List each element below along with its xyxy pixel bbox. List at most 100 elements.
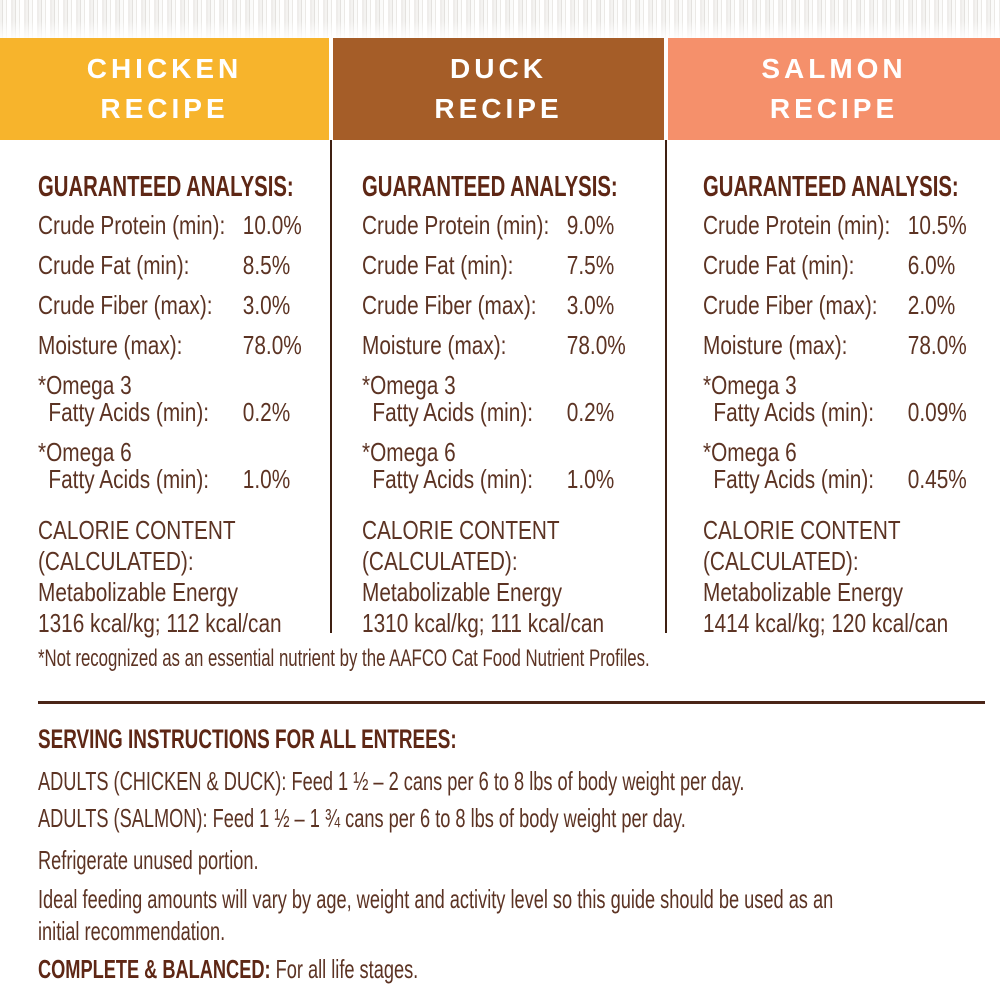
analysis-label: *Omega 3 Fatty Acids (min): [703,372,908,426]
analysis-row-omega3: *Omega 3 Fatty Acids (min): 0.09% [703,372,1000,426]
analysis-label: Crude Fiber (max): [703,290,878,320]
column-divider [330,140,332,633]
analysis-label: Crude Fat (min): [362,250,514,280]
analysis-label: *Omega 6 Fatty Acids (min): [703,439,908,493]
serving-line-salmon: ADULTS (SALMON): Feed 1 ½ – 1 ¾ cans per… [38,803,686,833]
recipe-title-line2: RECIPE [100,93,229,124]
analysis-row: Crude Fat (min): 6.0% [703,252,1000,279]
analysis-row: Moisture (max): 78.0% [362,332,662,359]
analysis-label-line1: *Omega 6 [362,437,456,467]
analysis-label: *Omega 6 Fatty Acids (min): [38,439,243,493]
recipe-headers: CHICKEN RECIPE DUCK RECIPE SALMON RECIPE [0,38,1000,140]
analysis-row-omega3: *Omega 3 Fatty Acids (min): 0.2% [362,372,662,426]
analysis-row: Crude Protein (min): 9.0% [362,212,662,239]
guaranteed-analysis-heading: GUARANTEED ANALYSIS: [362,171,618,203]
calorie-line: (CALCULATED): [38,546,194,576]
calorie-line: 1310 kcal/kg; 111 kcal/can [362,608,605,638]
analysis-value: 3.0% [242,290,291,320]
analysis-value: 10.0% [242,210,302,240]
header-gap [329,38,333,140]
calorie-line: Metabolizable Energy [38,577,239,607]
analysis-value: 8.5% [242,250,291,280]
analysis-row: Moisture (max): 78.0% [703,332,1000,359]
calorie-content: CALORIE CONTENT (CALCULATED): Metaboliza… [38,515,338,639]
analysis-row: Crude Fiber (max): 3.0% [38,292,338,319]
analysis-label-line1: *Omega 6 [703,437,797,467]
analysis-row-omega6: *Omega 6 Fatty Acids (min): 1.0% [38,439,338,493]
analysis-value: 6.0% [907,250,956,280]
calorie-line: CALORIE CONTENT [38,515,236,545]
complete-balanced-line: COMPLETE & BALANCED: For all life stages… [38,953,989,985]
aafco-footnote: *Not recognized as an essential nutrient… [38,645,650,672]
guaranteed-analysis-heading: GUARANTEED ANALYSIS: [38,171,294,203]
analysis-label: Crude Fiber (max): [38,290,213,320]
calorie-line: 1316 kcal/kg; 112 kcal/can [38,608,282,638]
analysis-value: 9.0% [566,210,615,240]
analysis-label: *Omega 6 Fatty Acids (min): [362,439,567,493]
column-header-salmon: SALMON RECIPE [668,38,1000,140]
analysis-row: Crude Fiber (max): 3.0% [362,292,662,319]
analysis-row: Crude Fat (min): 7.5% [362,252,662,279]
complete-balanced-text: For all life stages. [270,954,419,984]
analysis-label-line1: *Omega 3 [362,370,456,400]
analysis-rows: Crude Protein (min): 9.0% Crude Fat (min… [362,212,662,639]
calorie-line: CALORIE CONTENT [703,515,901,545]
analysis-rows: Crude Protein (min): 10.0% Crude Fat (mi… [38,212,338,639]
recipe-title-line1: CHICKEN [86,53,243,84]
analysis-label-line2: Fatty Acids (min): [372,464,534,494]
ideal-feeding-note: Ideal feeding amounts will vary by age, … [38,884,834,946]
serving-instructions-heading: SERVING INSTRUCTIONS FOR ALL ENTREES: [38,724,457,754]
column-header-chicken: CHICKEN RECIPE [0,38,329,140]
analysis-value: 1.0% [242,464,291,494]
calorie-line: (CALCULATED): [703,546,859,576]
calorie-line: 1414 kcal/kg; 120 kcal/can [703,608,949,638]
analysis-label: Moisture (max): [38,330,183,360]
analysis-label-line2: Fatty Acids (min): [713,464,875,494]
analysis-value: 0.2% [242,397,291,427]
serving-instructions-section: SERVING INSTRUCTIONS FOR ALL ENTREES: AD… [38,724,988,985]
calorie-line: CALORIE CONTENT [362,515,560,545]
analysis-label-line2: Fatty Acids (min): [48,464,210,494]
analysis-value: 2.0% [907,290,956,320]
analysis-value: 78.0% [566,330,626,360]
analysis-label: *Omega 3 Fatty Acids (min): [38,372,243,426]
recipe-title-line2: RECIPE [769,93,899,124]
analysis-value: 7.5% [566,250,615,280]
column-divider [665,140,667,633]
analysis-label-line2: Fatty Acids (min): [713,397,875,427]
guaranteed-analysis-heading: GUARANTEED ANALYSIS: [703,171,959,203]
analysis-column-duck: GUARANTEED ANALYSIS: Crude Protein (min)… [362,172,662,639]
calorie-line: Metabolizable Energy [362,577,563,607]
header-gap [664,38,668,140]
analysis-row: Crude Protein (min): 10.0% [38,212,338,239]
analysis-value: 78.0% [907,330,967,360]
recipe-title-line2: RECIPE [434,93,563,124]
analysis-column-salmon: GUARANTEED ANALYSIS: Crude Protein (min)… [703,172,1000,639]
analysis-label-line1: *Omega 3 [703,370,797,400]
calorie-content: CALORIE CONTENT (CALCULATED): Metaboliza… [362,515,662,639]
analysis-column-chicken: GUARANTEED ANALYSIS: Crude Protein (min)… [38,172,338,639]
analysis-label: Crude Protein (min): [703,210,891,240]
calorie-content: CALORIE CONTENT (CALCULATED): Metaboliza… [703,515,1000,639]
analysis-value: 78.0% [242,330,302,360]
analysis-value: 1.0% [566,464,615,494]
analysis-label: Crude Fiber (max): [362,290,537,320]
analysis-label: Moisture (max): [362,330,507,360]
calorie-line: (CALCULATED): [362,546,518,576]
analysis-label: Crude Protein (min): [38,210,226,240]
analysis-label-line1: *Omega 3 [38,370,132,400]
recipe-title-line1: SALMON [761,53,907,84]
analysis-row: Crude Protein (min): 10.5% [703,212,1000,239]
analysis-label-line2: Fatty Acids (min): [372,397,534,427]
column-header-duck: DUCK RECIPE [333,38,664,140]
analysis-label: Crude Protein (min): [362,210,550,240]
wood-texture [0,0,1000,38]
analysis-value: 10.5% [907,210,967,240]
analysis-value: 0.45% [907,464,967,494]
serving-line-chicken-duck: ADULTS (CHICKEN & DUCK): Feed 1 ½ – 2 ca… [38,766,745,796]
calorie-line: Metabolizable Energy [703,577,904,607]
analysis-label: *Omega 3 Fatty Acids (min): [362,372,567,426]
analysis-row: Crude Fat (min): 8.5% [38,252,338,279]
analysis-row-omega3: *Omega 3 Fatty Acids (min): 0.2% [38,372,338,426]
analysis-value: 0.09% [907,397,967,427]
